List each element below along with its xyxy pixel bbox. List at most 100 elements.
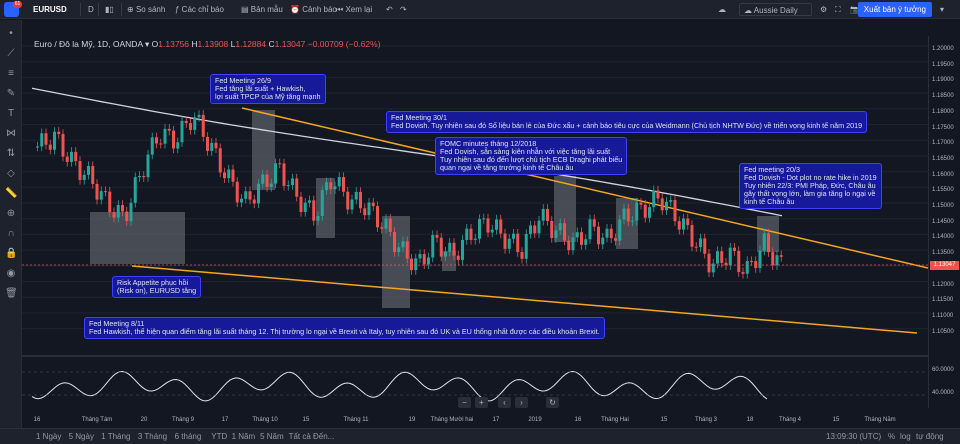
- candle-body: [660, 198, 664, 211]
- candle-body: [176, 142, 180, 149]
- cursor-icon[interactable]: •: [9, 28, 13, 39]
- candle-body: [320, 190, 324, 216]
- prediction-icon[interactable]: ⇅: [6, 148, 16, 159]
- eye-icon[interactable]: ◉: [6, 268, 16, 279]
- candle-body: [53, 131, 56, 150]
- candle-body: [767, 233, 770, 253]
- candle-body: [656, 190, 660, 199]
- settings-gear-icon[interactable]: ⚙: [820, 5, 828, 14]
- zoom-in-button[interactable]: +: [475, 397, 488, 408]
- auto-toggle[interactable]: tự động: [916, 432, 944, 441]
- candle-body: [499, 219, 503, 234]
- zoom-out-button[interactable]: −: [458, 397, 471, 408]
- log-toggle[interactable]: log: [900, 432, 911, 441]
- candle-body: [648, 207, 651, 218]
- goto-date-button[interactable]: Đến...: [313, 432, 335, 441]
- layout-selector[interactable]: ☁ Aussie Daily: [739, 3, 812, 16]
- pattern-icon[interactable]: ⋈: [6, 128, 16, 139]
- legend-dropdown-icon[interactable]: ▾: [145, 39, 152, 49]
- lock-icon[interactable]: 🔒: [5, 248, 18, 259]
- scroll-right-button[interactable]: ›: [515, 397, 528, 408]
- replay-button[interactable]: ⏮ Xem lại: [336, 3, 372, 16]
- templates-button[interactable]: ▤ Bản mẫu: [241, 3, 283, 16]
- range-button[interactable]: 1 Năm: [231, 432, 256, 441]
- chart-canvas[interactable]: [22, 20, 928, 428]
- candle-type-icon[interactable]: ▮▯: [105, 5, 114, 14]
- range-button[interactable]: 6 tháng: [174, 432, 202, 441]
- shapes-icon[interactable]: ◇: [7, 168, 15, 179]
- brush-icon[interactable]: ✎: [6, 88, 16, 99]
- range-button[interactable]: YTD: [211, 432, 228, 441]
- publish-idea-button[interactable]: Xuất bản ý tưởng: [857, 2, 932, 17]
- fib-icon[interactable]: ≡: [8, 68, 14, 79]
- reset-chart-button[interactable]: ↻: [546, 397, 559, 408]
- candle-body: [626, 208, 630, 222]
- candle-body: [295, 178, 299, 197]
- symbol-search-button[interactable]: EURUSD: [33, 5, 67, 14]
- range-button[interactable]: Tất cả: [288, 432, 311, 441]
- candle-body: [741, 272, 745, 274]
- templates-label: Bản mẫu: [250, 5, 283, 14]
- annotation-fomc-minutes[interactable]: FOMC minutes tháng 12/2018 Fed Dovish, s…: [435, 137, 628, 175]
- annotation-fed-8-11[interactable]: Fed Meeting 8/11 Fed Hawkish, thể hiện q…: [84, 317, 605, 339]
- clock-label[interactable]: 13:09:30 (UTC): [826, 432, 882, 441]
- percent-toggle[interactable]: %: [888, 432, 896, 441]
- candle-body: [342, 177, 345, 192]
- redo-icon[interactable]: ↷: [400, 5, 407, 14]
- alert-button[interactable]: ⏰ Cảnh báo: [290, 3, 337, 16]
- price-tick: 1.10500: [932, 328, 954, 335]
- candle-body: [609, 228, 613, 239]
- cloud-icon[interactable]: ☁: [718, 5, 726, 14]
- cloud-save-icon: ☁: [744, 6, 754, 15]
- highlight-zone: [382, 216, 410, 308]
- magnet-icon[interactable]: ∩: [7, 228, 15, 239]
- candle-body: [104, 191, 107, 193]
- candle-body: [278, 163, 282, 165]
- candle-body: [575, 232, 579, 238]
- chevron-down-icon[interactable]: ▾: [940, 5, 945, 14]
- fullscreen-icon[interactable]: ⛶: [835, 5, 841, 14]
- candle-body: [125, 211, 129, 222]
- candle-body: [235, 181, 239, 203]
- annotation-fed-30-1[interactable]: Fed Meeting 30/1 Fed Dovish. Tuy nhiên s…: [386, 111, 868, 133]
- oscillator-line: [31, 370, 768, 402]
- candle-body: [65, 156, 69, 162]
- time-tick: Tháng Năm: [864, 417, 896, 423]
- annotation-fed-26-9[interactable]: Fed Meeting 26/9 Fed tăng lãi suất + Haw…: [210, 74, 326, 104]
- candle-body: [580, 232, 583, 245]
- text-icon[interactable]: T: [7, 108, 15, 119]
- trend-line-icon[interactable]: ⟋: [7, 48, 15, 59]
- candle-body: [167, 128, 171, 131]
- range-button[interactable]: 1 Ngày: [36, 432, 62, 441]
- zoom-icon[interactable]: ⊕: [6, 208, 16, 219]
- candle-body: [371, 202, 375, 207]
- range-button[interactable]: 1 Tháng: [101, 432, 131, 441]
- candle-body: [401, 241, 405, 248]
- trash-icon[interactable]: 🗑: [5, 288, 18, 299]
- candle-body: [635, 202, 639, 221]
- candle-body: [758, 250, 762, 269]
- candle-body: [367, 202, 371, 216]
- range-button[interactable]: 5 Ngày: [68, 432, 94, 441]
- annotation-fed-20-3[interactable]: Fed meeting 20/3 Fed Dovish - Dot plot n…: [739, 163, 882, 209]
- candle-body: [431, 235, 435, 258]
- annotation-risk-appetite[interactable]: Risk Appetite phục hồi (Risk on), EURUSD…: [112, 276, 202, 298]
- price-axis[interactable]: 1.20000 1.19500 1.19000 1.18500 1.18000 1.175…: [928, 36, 960, 408]
- camera-icon[interactable]: 📷: [850, 5, 860, 14]
- price-tick: 1.11000: [932, 312, 954, 319]
- candle-body: [108, 191, 112, 213]
- interval-button[interactable]: D: [88, 5, 94, 14]
- candle-body: [303, 202, 307, 212]
- candle-body: [614, 238, 617, 241]
- candle-body: [269, 183, 273, 187]
- range-button[interactable]: 3 Tháng: [137, 432, 168, 441]
- compare-button[interactable]: ⊕ So sánh: [127, 3, 165, 16]
- candle-body: [422, 254, 426, 265]
- scroll-left-button[interactable]: ‹: [498, 397, 511, 408]
- undo-icon[interactable]: ↶: [386, 5, 393, 14]
- ruler-icon[interactable]: 📏: [5, 188, 18, 199]
- bottom-toolbar: 1 Ngày 5 Ngày 1 Tháng 3 Tháng 6 tháng YTD 1 Nă…: [0, 428, 960, 444]
- range-button[interactable]: 5 Năm: [260, 432, 284, 441]
- indicators-button[interactable]: ƒ Các chỉ báo: [175, 3, 224, 16]
- candle-body: [57, 131, 61, 135]
